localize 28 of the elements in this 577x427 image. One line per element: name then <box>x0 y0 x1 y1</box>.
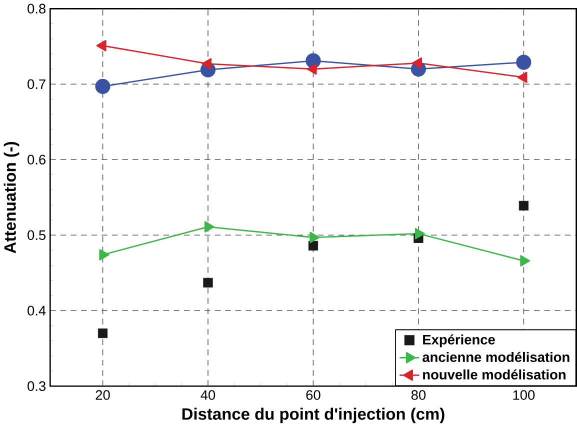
y-tick-label: 0.7 <box>28 79 46 90</box>
point <box>98 328 108 338</box>
point <box>516 54 532 70</box>
point <box>412 57 422 69</box>
point <box>202 58 212 70</box>
x-tick-label: 60 <box>306 390 320 400</box>
point <box>95 78 110 94</box>
point <box>308 240 318 251</box>
y-tick-label: 0.8 <box>28 4 46 14</box>
x-axis-title: Distance du point d'injection (cm) <box>182 408 444 424</box>
x-tick-label: 40 <box>200 390 216 400</box>
x-tick-label: 20 <box>96 390 110 400</box>
y-tick-label: 0.5 <box>28 230 46 240</box>
point <box>204 221 214 233</box>
legend-label: nouvelle modélisation <box>423 369 566 380</box>
x-tick-label: 100 <box>513 390 535 400</box>
legend-label: ancienne modélisation <box>422 352 570 362</box>
x-tick-label: 80 <box>411 390 426 400</box>
point <box>99 249 110 260</box>
y-tick-label: 0.4 <box>28 306 46 316</box>
point <box>306 63 317 75</box>
legend-label: Expérience <box>423 334 495 348</box>
y-axis-title: Attenuation (-) <box>4 142 20 254</box>
y-tick-label: 0.6 <box>28 154 46 165</box>
point <box>517 72 528 84</box>
point <box>203 278 213 288</box>
y-tick-label: 0.3 <box>28 381 46 392</box>
point <box>518 200 528 211</box>
